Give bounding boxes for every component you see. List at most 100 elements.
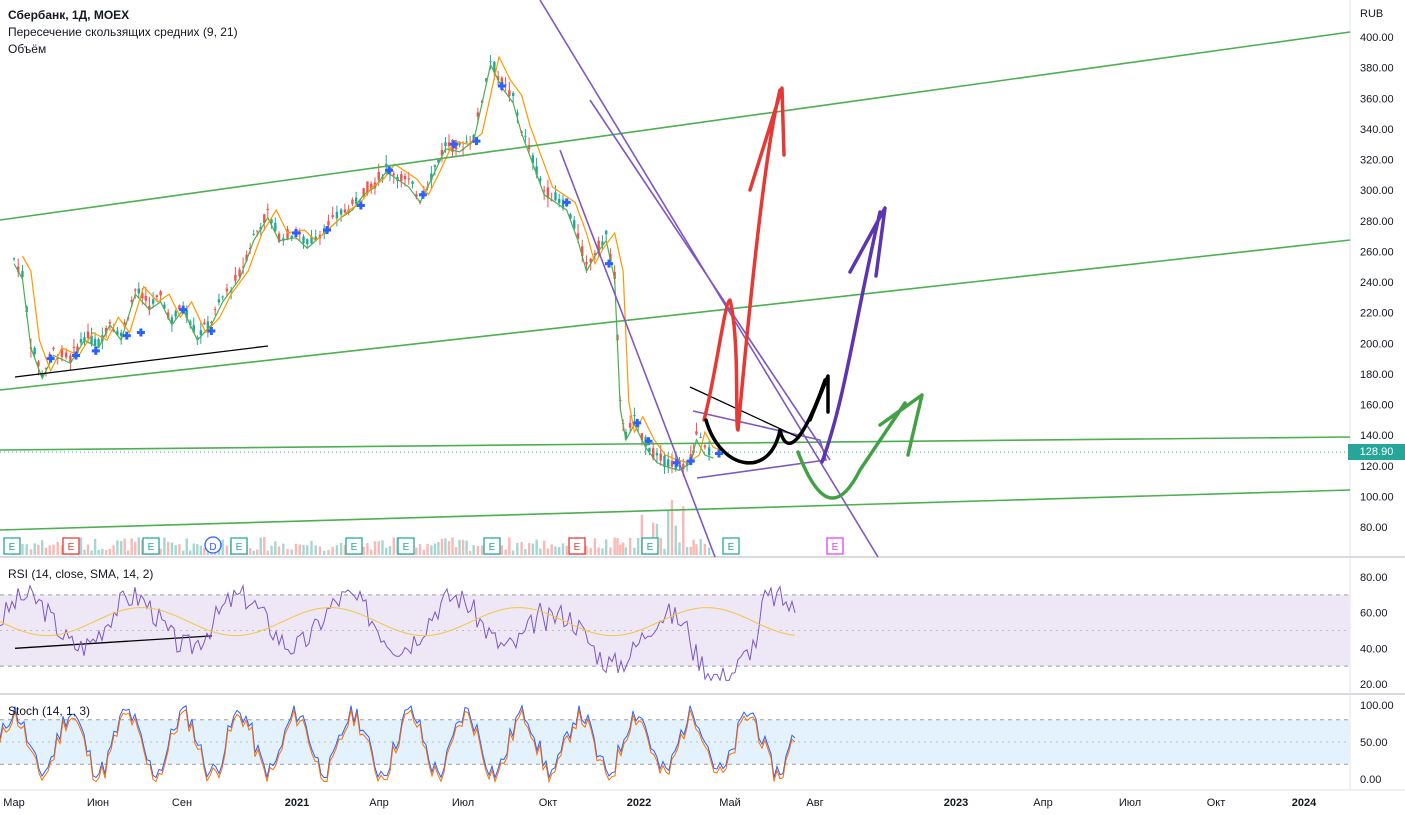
rsi-tick-label: 60.00 xyxy=(1360,608,1388,620)
candle-body xyxy=(137,288,140,294)
volume-bar xyxy=(447,541,451,555)
candle-body xyxy=(93,338,97,346)
volume-bar xyxy=(695,544,698,555)
candle-body xyxy=(203,322,206,325)
ma-cross-marker xyxy=(472,137,481,146)
event-marker-label: E xyxy=(403,542,410,553)
volume-bar xyxy=(465,540,468,555)
candle-body xyxy=(472,135,475,141)
price-tick-label: 140.00 xyxy=(1360,430,1394,442)
volume-bar xyxy=(682,506,685,555)
volume-bar xyxy=(298,544,301,555)
volume-bar xyxy=(430,545,433,555)
candle-body xyxy=(633,415,636,417)
candle-body xyxy=(489,61,492,63)
volume-bar xyxy=(440,538,444,555)
price-tick-label: 360.00 xyxy=(1360,93,1394,105)
ma-cross-marker xyxy=(179,305,188,314)
volume-bar xyxy=(119,540,123,555)
candle-body xyxy=(496,76,500,80)
volume-bar xyxy=(127,550,130,555)
volume-bar xyxy=(116,540,119,555)
ma-cross-marker xyxy=(497,82,506,90)
dividend-marker xyxy=(204,536,222,554)
earnings-marker xyxy=(397,537,415,555)
candle-body xyxy=(221,296,224,298)
volume-bar xyxy=(159,548,162,555)
candle-body xyxy=(274,222,277,231)
ma-cross-marker xyxy=(46,354,55,363)
candle-body xyxy=(585,261,588,265)
candle-body xyxy=(310,236,313,244)
ma-cross-marker xyxy=(385,166,394,175)
candle-body xyxy=(667,459,670,467)
channel-lower-line xyxy=(0,239,1351,391)
candle-body xyxy=(542,190,546,192)
volume-bar xyxy=(500,545,504,555)
volume-bar xyxy=(667,510,670,555)
volume-bar xyxy=(192,543,195,555)
candle-body xyxy=(64,352,68,358)
candle-body xyxy=(362,188,365,197)
ma-cross-marker xyxy=(449,140,458,149)
candle-body xyxy=(558,198,561,203)
volume-bar xyxy=(418,544,422,555)
time-tick-label: Окт xyxy=(539,797,558,809)
event-marker-label: E xyxy=(236,542,243,553)
ma-cross-marker xyxy=(292,229,300,237)
volume-bar xyxy=(520,542,523,555)
volume-bar xyxy=(362,546,365,555)
volume-bar xyxy=(277,546,281,555)
candle-body xyxy=(601,241,604,246)
volume-bar xyxy=(335,545,339,555)
volume-bar xyxy=(248,547,252,555)
candle-body xyxy=(554,192,557,201)
candle-body xyxy=(256,230,259,232)
candle-body xyxy=(573,220,576,229)
time-tick-label: Окт xyxy=(1207,797,1226,809)
candle-body xyxy=(170,317,174,324)
candle-body xyxy=(605,230,608,235)
stoch-tick-label: 0.00 xyxy=(1360,774,1381,786)
candle-body xyxy=(37,361,40,367)
candle-body xyxy=(546,187,550,199)
ma-cross-marker xyxy=(605,259,614,268)
candle-body xyxy=(21,270,24,277)
candle-body xyxy=(210,322,213,324)
candle-body xyxy=(377,171,380,180)
candle-body xyxy=(624,432,628,440)
volume-bar xyxy=(104,550,108,555)
volume-bar xyxy=(444,538,447,555)
price-tick-label: 260.00 xyxy=(1360,246,1394,258)
volume-bar xyxy=(554,546,557,555)
earnings-marker xyxy=(62,537,80,555)
volume-bar xyxy=(166,541,170,555)
volume-bar xyxy=(685,546,689,555)
volume-bar xyxy=(174,545,177,555)
candle-body xyxy=(703,445,707,448)
candle-body xyxy=(339,209,343,215)
candle-body xyxy=(148,305,151,311)
volume-bar xyxy=(550,544,553,555)
time-tick-label: 2021 xyxy=(285,797,309,809)
price-tick-label: 300.00 xyxy=(1360,185,1394,197)
candle-body xyxy=(597,240,600,253)
earnings-marker xyxy=(568,537,586,555)
event-marker-label: D xyxy=(209,542,216,553)
volume-bar xyxy=(221,539,224,555)
candle-body xyxy=(44,368,48,370)
volume-bar xyxy=(44,547,48,555)
volume-bar xyxy=(392,537,395,555)
candle-body xyxy=(685,461,689,466)
volume-bar xyxy=(294,543,298,555)
candle-body xyxy=(437,159,440,163)
stoch-d-line xyxy=(0,708,796,784)
candle-body xyxy=(663,455,666,467)
volume-bar xyxy=(597,547,600,555)
candle-body xyxy=(69,355,72,364)
volume-bar xyxy=(415,547,418,555)
volume-bar xyxy=(437,542,440,555)
price-tick-label: 380.00 xyxy=(1360,63,1394,75)
volume-bar xyxy=(565,545,568,555)
